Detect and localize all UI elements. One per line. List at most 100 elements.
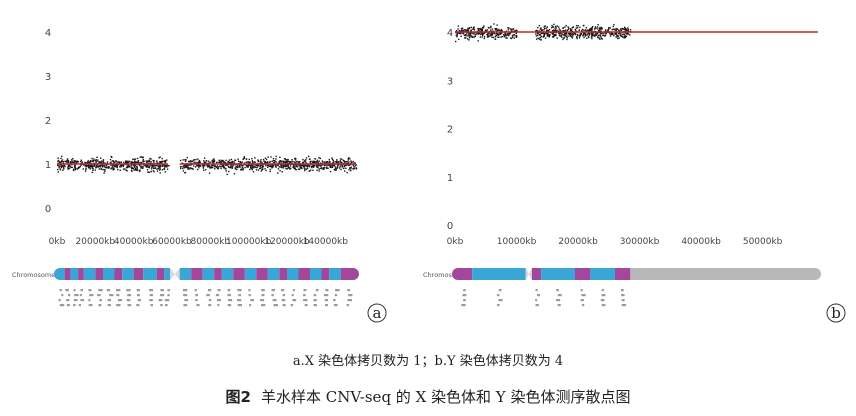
data-point xyxy=(482,26,484,29)
data-point xyxy=(199,165,201,168)
data-point xyxy=(306,165,308,167)
data-point xyxy=(211,159,213,162)
data-point xyxy=(316,165,318,167)
data-point xyxy=(346,171,348,174)
data-point xyxy=(624,26,626,28)
data-point xyxy=(538,24,541,27)
data-point xyxy=(474,32,476,34)
data-point xyxy=(92,169,94,171)
data-point xyxy=(252,165,254,167)
band-label-glyph xyxy=(164,289,170,307)
data-point xyxy=(327,167,329,170)
data-point xyxy=(339,161,342,163)
data-point xyxy=(230,158,233,161)
band-label-mark xyxy=(58,299,61,302)
data-point xyxy=(251,160,253,162)
data-point xyxy=(566,37,568,39)
data-point xyxy=(255,169,258,171)
band-label-mark xyxy=(556,299,561,302)
data-point xyxy=(572,35,574,37)
band-label-mark xyxy=(237,304,242,307)
data-point xyxy=(487,36,490,38)
data-point xyxy=(91,157,93,160)
band-label-mark xyxy=(271,294,274,297)
data-point xyxy=(136,165,138,167)
data-point xyxy=(254,161,256,164)
data-point xyxy=(467,34,469,36)
x-tick-label: 60000kb xyxy=(152,237,192,247)
data-point xyxy=(59,165,61,167)
data-point xyxy=(166,164,168,166)
data-point xyxy=(577,34,579,37)
data-point xyxy=(79,160,82,163)
data-point xyxy=(137,161,139,164)
band-label-glyph xyxy=(260,289,266,307)
band-label-mark xyxy=(600,299,605,302)
band-label-mark xyxy=(183,304,188,307)
data-point xyxy=(591,36,593,38)
band-label-mark xyxy=(313,299,317,302)
data-point xyxy=(217,167,220,170)
data-point xyxy=(536,34,539,37)
data-point xyxy=(118,161,121,163)
data-point xyxy=(332,159,334,162)
band-label-glyph xyxy=(136,289,141,307)
data-point xyxy=(183,165,185,167)
data-point xyxy=(548,33,550,36)
data-point xyxy=(321,160,324,162)
data-point xyxy=(337,164,339,166)
data-point xyxy=(605,30,607,32)
data-point xyxy=(254,164,257,166)
data-point xyxy=(193,159,196,161)
data-point xyxy=(266,161,269,163)
data-point xyxy=(281,164,283,166)
data-point xyxy=(236,168,238,171)
data-point xyxy=(67,168,69,170)
band-label-mark xyxy=(217,304,220,307)
band-label-mark xyxy=(260,299,265,302)
data-point xyxy=(296,166,299,168)
ideogram-band xyxy=(614,268,631,280)
data-point xyxy=(347,159,349,161)
data-point xyxy=(190,160,193,163)
data-point xyxy=(248,161,250,163)
data-point xyxy=(241,165,243,167)
data-point xyxy=(588,30,591,32)
data-point xyxy=(85,167,87,169)
band-label-glyph xyxy=(149,289,154,307)
data-point xyxy=(195,164,198,167)
data-point xyxy=(480,27,482,30)
data-point xyxy=(336,167,338,169)
data-point xyxy=(71,166,73,168)
data-point xyxy=(112,164,114,167)
data-point xyxy=(329,164,331,167)
data-point xyxy=(224,164,226,166)
ideogram-band xyxy=(541,268,575,280)
data-point xyxy=(159,166,161,169)
data-point xyxy=(554,33,556,36)
data-point xyxy=(508,32,510,35)
data-point xyxy=(289,161,291,163)
data-point xyxy=(564,29,567,31)
data-point xyxy=(159,165,161,167)
data-point xyxy=(126,161,128,163)
band-label-mark xyxy=(557,304,561,307)
band-label-mark xyxy=(621,299,625,302)
data-point xyxy=(121,164,124,166)
data-point xyxy=(262,168,264,170)
data-point xyxy=(254,165,256,168)
data-point xyxy=(183,167,186,169)
data-point xyxy=(611,29,613,31)
band-label-mark xyxy=(116,294,120,297)
data-point xyxy=(494,36,496,38)
data-point xyxy=(264,160,267,163)
data-point xyxy=(292,166,294,168)
data-point xyxy=(248,158,250,161)
data-point xyxy=(243,156,246,158)
data-point xyxy=(544,25,546,27)
data-point xyxy=(147,166,150,168)
data-point xyxy=(115,165,117,167)
data-point xyxy=(350,160,352,162)
data-point xyxy=(348,167,351,169)
data-point xyxy=(625,28,627,31)
